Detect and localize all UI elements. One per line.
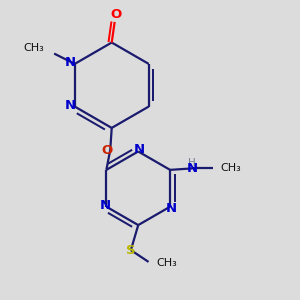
Text: H: H: [188, 158, 196, 168]
Text: N: N: [65, 99, 76, 112]
Text: CH₃: CH₃: [220, 164, 241, 173]
Text: N: N: [187, 162, 198, 175]
Text: N: N: [99, 199, 110, 212]
Text: O: O: [110, 8, 122, 21]
Text: N: N: [166, 202, 177, 215]
Text: N: N: [134, 143, 145, 157]
Text: S: S: [126, 244, 136, 256]
Text: O: O: [102, 143, 113, 157]
Text: CH₃: CH₃: [23, 43, 44, 53]
Text: N: N: [65, 56, 76, 69]
Text: CH₃: CH₃: [156, 258, 177, 268]
